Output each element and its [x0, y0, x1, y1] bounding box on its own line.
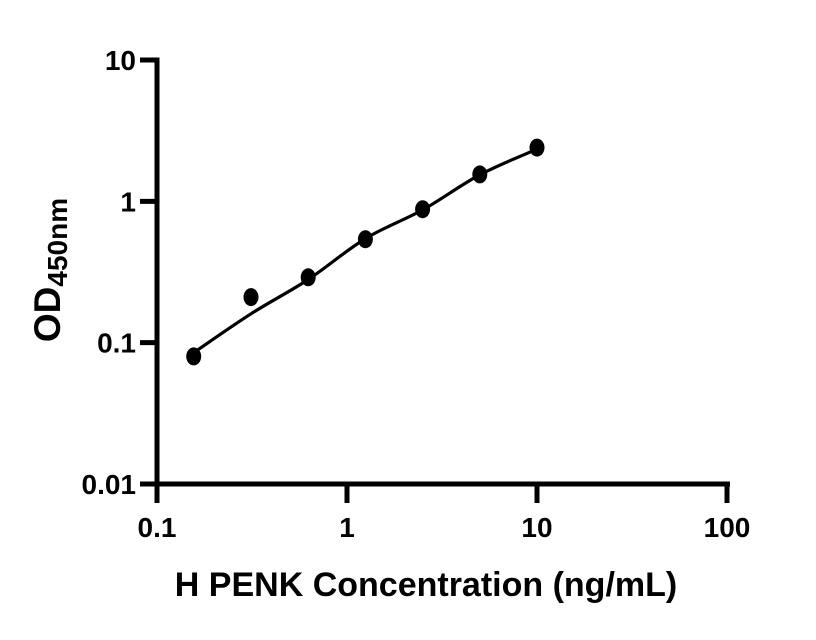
tick-marks [140, 57, 730, 503]
x-tick-label: 10 [521, 512, 552, 543]
data-point [415, 200, 431, 219]
y-tick-label: 1 [120, 186, 136, 217]
x-tick-label: 0.1 [138, 512, 177, 543]
data-point [300, 268, 316, 287]
y-axis-title: OD450nm [27, 198, 73, 342]
y-axis-title-subscript: 450nm [42, 198, 73, 287]
x-axis-title: H PENK Concentration (ng/mL) [175, 566, 677, 604]
y-tick-label: 0.01 [82, 469, 137, 500]
y-tick-label: 10 [105, 45, 136, 76]
x-tick-label: 1 [339, 512, 355, 543]
y-tick-label: 0.1 [97, 328, 136, 359]
data-point [243, 288, 259, 307]
axes [154, 57, 730, 487]
data-points-group [186, 138, 545, 366]
data-point [186, 347, 202, 366]
x-tick-label: 100 [704, 512, 751, 543]
y-axis-title-main: OD [27, 287, 68, 343]
data-point [357, 230, 373, 249]
data-point [529, 138, 545, 157]
data-point [472, 165, 488, 184]
